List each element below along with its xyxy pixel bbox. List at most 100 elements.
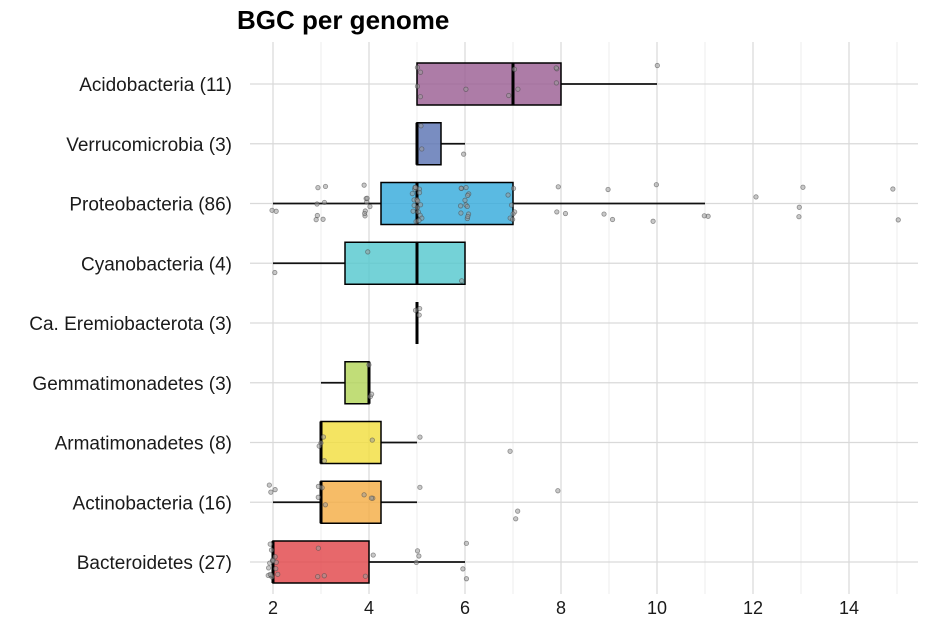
data-point [414, 205, 420, 211]
data-point [315, 545, 321, 551]
data-point [416, 312, 422, 318]
data-point [416, 217, 422, 223]
box-rect [320, 480, 382, 524]
data-point [361, 492, 367, 498]
data-point [562, 210, 569, 217]
data-point [273, 208, 279, 214]
data-point [273, 559, 279, 565]
x-tick-label: 6 [460, 598, 470, 618]
data-point [418, 123, 424, 129]
data-point [553, 65, 559, 71]
x-tick-label: 8 [556, 598, 566, 618]
data-point [459, 278, 465, 284]
data-point [419, 146, 425, 152]
box-group [265, 540, 470, 584]
data-point [417, 94, 423, 100]
y-tick-label: Ca. Eremiobacterota (3) [29, 314, 232, 335]
data-point [460, 566, 466, 572]
data-point [417, 434, 423, 440]
data-point [465, 213, 471, 220]
data-point [553, 80, 559, 86]
data-point [361, 182, 367, 188]
x-tick-label: 12 [743, 598, 763, 618]
data-point [701, 213, 707, 219]
data-point [510, 216, 516, 223]
data-point [318, 440, 324, 446]
data-point [890, 186, 896, 192]
data-point [609, 216, 616, 223]
data-point [367, 203, 373, 210]
data-point [555, 488, 561, 494]
data-point [653, 182, 659, 188]
y-axis-labels: Acidobacteria (11) Verrucomicrobia (3) Pro… [29, 75, 232, 574]
data-point [370, 552, 376, 558]
data-point [462, 197, 468, 203]
data-point [362, 573, 368, 579]
data-point [463, 86, 469, 92]
data-point [268, 547, 275, 553]
box-rect [416, 62, 562, 106]
box-group [412, 302, 423, 344]
data-point [465, 192, 471, 198]
chart-title: BGC per genome [237, 5, 449, 35]
grid [250, 42, 918, 594]
data-point [414, 548, 421, 554]
data-point [510, 211, 516, 217]
data-point [417, 202, 424, 208]
data-point [417, 484, 423, 490]
data-point [508, 202, 515, 208]
data-point [272, 487, 278, 493]
box-group [269, 181, 901, 226]
data-point [510, 185, 517, 192]
data-point [416, 190, 423, 196]
box-group [272, 241, 466, 285]
data-point [515, 508, 521, 514]
data-point [796, 214, 802, 220]
data-point [368, 495, 375, 501]
data-point [605, 186, 611, 193]
data-point [457, 203, 464, 209]
data-point [319, 485, 325, 491]
data-point [272, 269, 278, 276]
y-tick-label: Armatimonadetes (8) [55, 434, 232, 455]
box-rect [344, 361, 370, 405]
data-point [511, 66, 518, 72]
x-tick-label: 4 [364, 598, 374, 618]
data-point [650, 218, 656, 224]
data-point [554, 209, 560, 215]
data-point [555, 184, 561, 190]
data-point [458, 185, 464, 191]
data-point [320, 216, 326, 222]
data-point [412, 307, 419, 313]
data-point [506, 92, 512, 99]
data-point [275, 571, 281, 577]
box-rect [380, 181, 514, 226]
data-point [753, 194, 759, 200]
data-point [322, 183, 329, 190]
data-point [321, 458, 327, 464]
data-point [315, 573, 321, 580]
data-point [320, 434, 327, 440]
y-tick-label: Acidobacteria (11) [79, 75, 232, 96]
data-point [796, 204, 802, 210]
data-point [369, 437, 375, 443]
data-point [463, 540, 469, 546]
box-rect [320, 420, 382, 465]
box-rect [272, 540, 370, 584]
data-point [266, 482, 272, 488]
y-tick-label: Cyanobacteria (4) [81, 254, 232, 275]
data-point [416, 553, 422, 559]
box-group [414, 62, 660, 106]
data-point [505, 192, 511, 198]
boxplot-series [265, 62, 901, 584]
data-point [273, 566, 279, 572]
data-point [654, 62, 660, 69]
data-point [461, 151, 467, 157]
data-point [515, 86, 521, 92]
data-point [269, 207, 275, 213]
data-point [314, 201, 320, 207]
y-tick-label: Gemmatimonadetes (3) [32, 374, 232, 395]
data-point [464, 203, 470, 210]
data-point [267, 571, 273, 577]
data-point [267, 560, 273, 566]
